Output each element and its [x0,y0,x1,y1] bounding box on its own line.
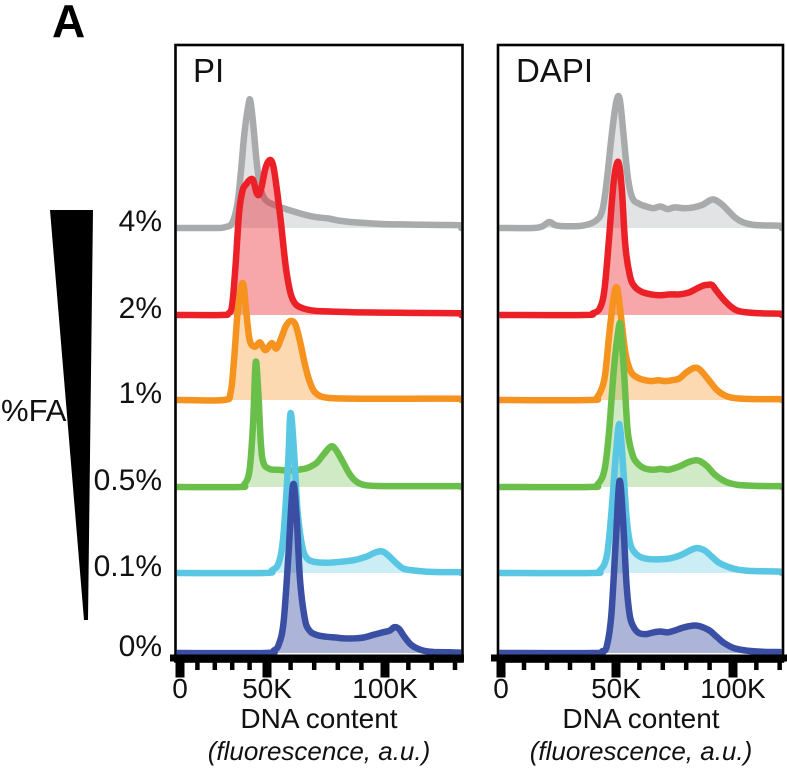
curves-pi [176,95,462,657]
minor-tick-pi-90 [359,660,364,670]
row-labels: 4% 2% 1% 0.5% 0.1% 0% [30,0,162,771]
minor-tick-pi-120 [429,660,434,670]
panel-letter: A [52,0,86,47]
major-tick-dapi-100K [728,660,738,678]
x-axis-pi [170,654,464,662]
row-label-1pct: 1% [118,377,162,410]
tick-label-dapi-100K: 100K [700,673,766,704]
major-tick-pi-50K [262,660,272,678]
minor-tick-dapi-40 [590,660,596,670]
curve-pi-0% [176,480,462,657]
row-label-4pct: 4% [118,205,162,238]
curve-pi-4% [176,95,462,232]
minor-tick-dapi-110 [754,660,759,670]
tick-label-dapi-50K: 50K [591,673,641,704]
x-axis-title-dapi: DNA content [562,703,720,734]
panel-title-dapi: DAPI [516,52,594,89]
curve-dapi-4% [499,92,782,232]
minor-tick-dapi-30 [567,660,573,670]
x-axis-title-pi: DNA content [240,703,398,734]
minor-tick-dapi-80 [683,660,689,670]
tick-label-pi-100K: 100K [352,673,418,704]
minor-tick-pi-70 [311,660,317,670]
minor-tick-pi-60 [288,660,293,670]
curve-fill-pi-4% [176,99,462,229]
row-label-0_1pct: 0.1% [93,550,162,583]
row-label-2pct: 2% [118,292,162,325]
curve-dapi-0.5% [499,319,782,491]
curve-dapi-0.1% [499,420,782,577]
minor-tick-pi-130 [452,660,458,670]
major-tick-dapi-50K [611,660,621,678]
fa-gradient-wedge-icon [50,210,93,620]
minor-tick-dapi-90 [707,660,712,670]
curve-fill-pi-0.5% [176,361,462,488]
major-tick-pi-0 [175,660,185,678]
minor-tick-dapi-120 [777,660,782,670]
minor-tick-dapi-60 [637,660,642,670]
curve-fill-pi-0.1% [176,412,462,574]
curve-dapi-0% [499,477,782,657]
major-tick-dapi-0 [496,660,506,678]
curve-dapi-1% [499,283,782,404]
row-label-0pct: 0% [118,630,162,663]
minor-tick-pi-20 [212,660,218,670]
minor-tick-pi-40 [247,660,252,670]
minor-tick-pi-10 [195,660,200,670]
minor-tick-dapi-70 [660,660,666,670]
tick-label-pi-50K: 50K [242,673,292,704]
minor-tick-pi-80 [335,660,341,670]
curve-fill-pi-2% [176,159,462,316]
x-axis-subtitle-pi: (fluorescence, a.u.) [207,736,431,766]
curve-fill-dapi-0.1% [499,424,782,574]
curve-pi-0.1% [176,409,462,577]
curves-dapi [499,92,782,657]
major-tick-pi-100K [380,660,390,678]
curve-fill-dapi-4% [499,96,782,229]
minor-tick-dapi-20 [544,660,550,670]
curve-pi-1% [176,279,462,404]
fa-axis-label: %FA [1,393,67,428]
minor-tick-pi-30 [229,660,235,670]
x-axis-subtitle-dapi: (fluorescence, a.u.) [529,736,753,766]
row-label-0_5pct: 0.5% [93,464,162,497]
panel-title-pi: PI [193,52,225,89]
curve-pi-2% [176,156,462,319]
tick-label-dapi-0: 0 [493,673,509,704]
curve-fill-pi-1% [176,283,462,401]
tick-label-pi-0: 0 [172,673,188,704]
curve-dapi-2% [499,158,782,319]
minor-tick-dapi-10 [521,660,527,670]
x-axis-dapi [491,654,787,662]
minor-tick-pi-110 [406,660,411,670]
